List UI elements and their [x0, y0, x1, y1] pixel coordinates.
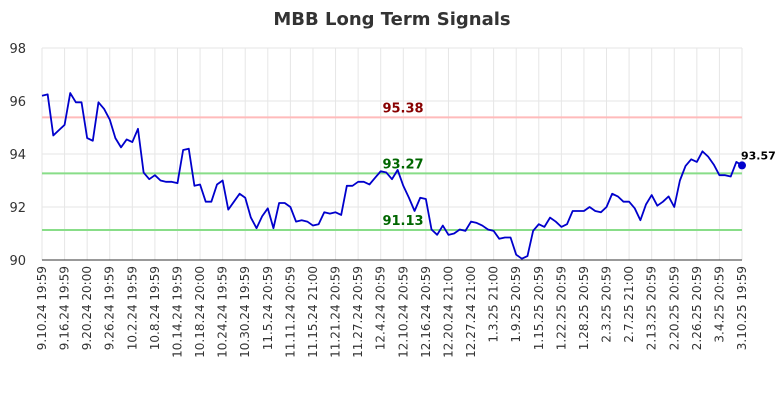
chart-title: MBB Long Term Signals: [273, 9, 510, 30]
x-tick-label: 9.20.24 20:00: [80, 266, 94, 350]
signal-line-label: 95.38: [382, 101, 423, 116]
x-tick-label: 9.16.24 19:59: [58, 266, 72, 350]
x-tick-label: 2.7.25 21:00: [622, 266, 636, 343]
grid: [41, 47, 743, 261]
x-tick-label: 11.5.24 20:59: [261, 266, 275, 350]
x-tick-label: 1.22.25 20:59: [554, 266, 568, 350]
series-line: [41, 92, 743, 260]
x-tick-label: 12.4.24 20:59: [374, 266, 388, 350]
x-tick-label: 12.16.24 20:59: [419, 266, 433, 358]
labels: 95.38 93.27 91.13 93.57: [382, 101, 775, 229]
x-tick-label: 10.30.24 19:59: [238, 266, 252, 358]
x-tick-label: 1.28.25 20:59: [577, 266, 591, 350]
x-tick-label: 10.24.24 19:59: [216, 266, 230, 358]
x-tick-label: 10.18.24 20:00: [193, 266, 207, 358]
x-tick-label: 10.8.24 19:59: [148, 266, 162, 350]
y-tick-label: 98: [9, 42, 26, 57]
x-tick-label: 2.20.25 20:59: [667, 266, 681, 350]
y-tick-label: 96: [9, 95, 26, 110]
x-tick-label: 10.2.24 19:59: [125, 266, 139, 350]
x-tick-label: 2.26.25 20:59: [690, 266, 704, 350]
axes: 90 92 94 96 98 9.10.24 19:59 9.16.24 19:59 9.20…: [9, 42, 749, 358]
x-tick-label: 11.11.24 20:59: [283, 266, 297, 358]
last-point-marker: [738, 161, 746, 170]
x-tick-label: 10.14.24 19:59: [170, 266, 184, 358]
x-tick-label: 3.4.25 20:59: [712, 266, 726, 343]
x-tick-label: 12.27.24 21:00: [464, 266, 478, 358]
x-tick-label: 11.21.24 20:59: [329, 266, 343, 358]
x-tick-label: 9.26.24 19:59: [103, 266, 117, 350]
x-tick-label: 12.10.24 20:59: [396, 266, 410, 358]
x-tick-label: 12.20.24 21:00: [441, 266, 455, 358]
x-tick-label: 1.3.25 21:00: [487, 266, 501, 343]
x-tick-label: 9.10.24 19:59: [35, 266, 49, 350]
x-tick-label: 1.15.25 20:59: [532, 266, 546, 350]
signal-lines: [42, 116, 742, 232]
signal-line-label: 91.13: [382, 214, 423, 229]
x-tick-label: 2.13.25 20:59: [645, 266, 659, 350]
last-value-label: 93.57: [741, 149, 776, 162]
x-tick-label: 1.9.25 20:59: [509, 266, 523, 343]
y-tick-label: 90: [9, 254, 26, 269]
x-tick-label: 11.15.24 21:00: [306, 266, 320, 358]
x-tick-label: 2.3.25 20:59: [600, 266, 614, 343]
x-tick-label: 3.10.25 19:59: [735, 266, 749, 350]
series: [41, 92, 746, 260]
x-tick-label: 11.27.24 20:59: [351, 266, 365, 358]
signal-line-label: 93.27: [382, 157, 423, 172]
y-tick-label: 92: [9, 201, 26, 216]
y-tick-label: 94: [9, 148, 26, 163]
